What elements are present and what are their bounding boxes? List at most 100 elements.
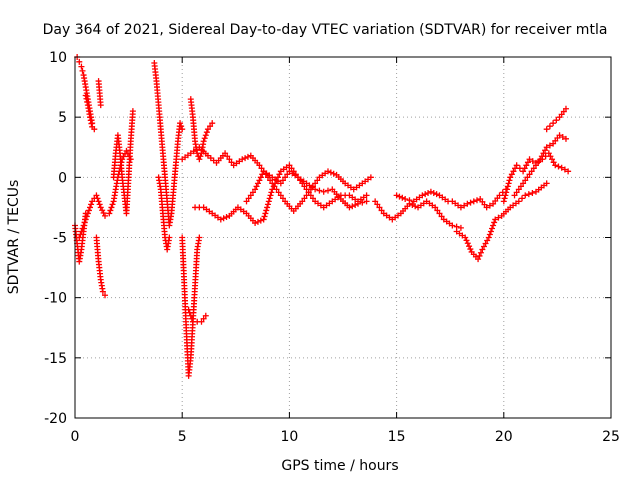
axis-ticks: 0 5 10 15 20 25 -20 -15 -10 -5 0 5 10: [44, 50, 620, 445]
data-point: [257, 174, 264, 181]
data-point: [108, 204, 115, 211]
data-point: [207, 123, 214, 130]
data-point: [513, 162, 520, 169]
data-point: [82, 92, 89, 99]
data-point: [276, 171, 283, 178]
y-tick-label: -5: [53, 231, 67, 247]
data-point: [275, 189, 282, 196]
data-point: [467, 246, 474, 253]
data-point: [549, 156, 556, 163]
data-point: [316, 187, 323, 194]
data-point: [204, 126, 211, 133]
data-point: [264, 201, 271, 208]
data-point: [82, 216, 89, 223]
data-point: [87, 117, 94, 124]
data-point: [487, 228, 494, 235]
data-point: [475, 256, 482, 263]
data-point: [346, 204, 353, 211]
data-point: [178, 123, 185, 130]
data-point: [79, 225, 86, 232]
data-point: [543, 144, 550, 151]
y-tick-label: 5: [58, 110, 67, 126]
data-point: [438, 213, 445, 220]
data-point: [489, 225, 496, 232]
data-point: [314, 177, 321, 184]
data-point: [546, 123, 553, 130]
data-point: [279, 195, 286, 202]
data-point: [491, 219, 498, 226]
data-point: [198, 318, 205, 325]
data-point: [273, 177, 280, 184]
data-point: [522, 177, 529, 184]
data-point: [461, 202, 468, 209]
data-point: [93, 192, 100, 199]
data-point: [324, 168, 331, 175]
data-point: [81, 219, 88, 226]
data-point: [476, 252, 483, 259]
data-point: [474, 197, 480, 204]
data-point: [88, 201, 95, 208]
data-point: [89, 198, 96, 205]
data-point: [555, 163, 562, 170]
y-tick-label: -10: [44, 291, 67, 307]
data-point: [433, 191, 440, 198]
data-point: [432, 204, 439, 211]
data-point: [484, 237, 491, 244]
data-point: [239, 156, 246, 163]
data-point: [521, 165, 528, 172]
x-axis-label: GPS time / hours: [281, 458, 398, 474]
data-point: [107, 207, 114, 214]
data-point: [87, 204, 94, 211]
data-point: [202, 312, 209, 319]
data-point: [462, 234, 469, 241]
data-point: [200, 315, 207, 322]
data-point: [267, 192, 274, 199]
data-point: [256, 162, 263, 169]
data-point: [535, 159, 542, 166]
data-point: [470, 198, 477, 205]
data-point: [508, 171, 515, 178]
data-point: [242, 155, 249, 162]
data-point: [87, 114, 94, 121]
data-point: [94, 195, 101, 202]
data-point: [106, 210, 113, 217]
data-point: [545, 150, 552, 157]
data-point: [486, 231, 493, 238]
data-point: [254, 218, 261, 225]
data-point: [303, 186, 310, 193]
data-point: [185, 306, 192, 313]
data-point: [422, 191, 429, 198]
data-point: [477, 249, 484, 256]
data-point: [425, 189, 432, 196]
data-point: [179, 126, 186, 133]
data-point: [419, 192, 426, 199]
data-point: [550, 120, 557, 127]
data-point: [76, 58, 83, 65]
data-point: [96, 201, 103, 208]
data-point: [277, 192, 284, 199]
data-point: [520, 168, 527, 175]
data-point: [200, 138, 207, 145]
data-point: [84, 210, 91, 217]
data-point: [506, 177, 513, 184]
data-point: [501, 195, 508, 202]
data-point: [254, 180, 261, 187]
data-point: [349, 203, 356, 210]
data-point: [500, 198, 507, 205]
data-point: [464, 200, 471, 207]
data-point: [307, 192, 314, 199]
data-point: [363, 192, 370, 199]
data-point: [265, 198, 272, 205]
data-point: [203, 129, 210, 136]
data-point: [543, 126, 550, 133]
y-tick-label: -15: [44, 351, 67, 367]
data-point: [434, 207, 441, 214]
data-point: [78, 228, 85, 235]
data-point: [485, 234, 492, 241]
data-point: [243, 198, 250, 205]
data-point: [88, 120, 95, 127]
data-point: [396, 193, 403, 200]
data-point: [266, 195, 273, 202]
data-point: [256, 177, 263, 184]
